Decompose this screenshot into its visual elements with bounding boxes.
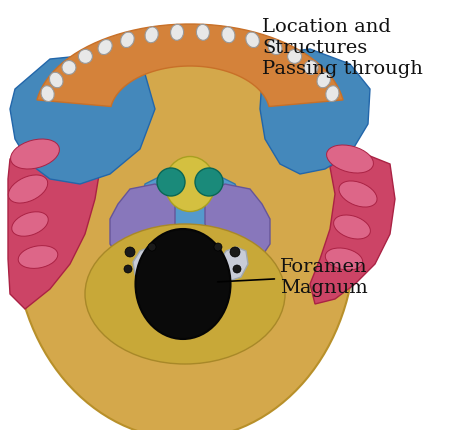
Polygon shape xyxy=(8,130,100,309)
Text: Foramen
Magnum: Foramen Magnum xyxy=(218,258,368,296)
Ellipse shape xyxy=(85,224,285,364)
Polygon shape xyxy=(10,55,155,184)
Ellipse shape xyxy=(288,50,301,64)
Circle shape xyxy=(233,265,241,273)
Ellipse shape xyxy=(222,28,235,43)
Ellipse shape xyxy=(326,86,339,102)
Ellipse shape xyxy=(325,249,363,270)
Ellipse shape xyxy=(41,86,54,102)
Circle shape xyxy=(195,169,223,197)
Polygon shape xyxy=(110,184,175,264)
Polygon shape xyxy=(140,172,245,249)
Circle shape xyxy=(214,243,222,252)
Ellipse shape xyxy=(10,140,59,169)
Ellipse shape xyxy=(18,246,58,269)
Polygon shape xyxy=(37,25,343,107)
Ellipse shape xyxy=(78,50,92,64)
Text: Location and
Structures
Passing through: Location and Structures Passing through xyxy=(262,18,423,77)
Circle shape xyxy=(124,265,132,273)
Ellipse shape xyxy=(9,175,48,203)
Ellipse shape xyxy=(49,73,63,89)
Ellipse shape xyxy=(98,40,112,55)
Polygon shape xyxy=(205,184,270,264)
Circle shape xyxy=(148,243,156,252)
Ellipse shape xyxy=(304,61,318,75)
Circle shape xyxy=(157,169,185,197)
Ellipse shape xyxy=(196,25,210,41)
Polygon shape xyxy=(133,247,162,281)
Ellipse shape xyxy=(145,28,158,43)
Ellipse shape xyxy=(165,157,215,212)
Ellipse shape xyxy=(136,230,230,339)
Ellipse shape xyxy=(120,33,134,49)
Ellipse shape xyxy=(62,61,76,75)
Ellipse shape xyxy=(268,40,282,55)
Ellipse shape xyxy=(171,25,183,41)
Circle shape xyxy=(125,247,135,258)
Ellipse shape xyxy=(334,215,370,240)
Polygon shape xyxy=(260,50,370,175)
Ellipse shape xyxy=(12,212,48,236)
Ellipse shape xyxy=(327,146,374,174)
Ellipse shape xyxy=(15,40,355,430)
Ellipse shape xyxy=(246,33,259,49)
Ellipse shape xyxy=(339,181,377,208)
Circle shape xyxy=(230,247,240,258)
Ellipse shape xyxy=(317,73,330,89)
Polygon shape xyxy=(219,247,248,281)
Polygon shape xyxy=(310,150,395,304)
